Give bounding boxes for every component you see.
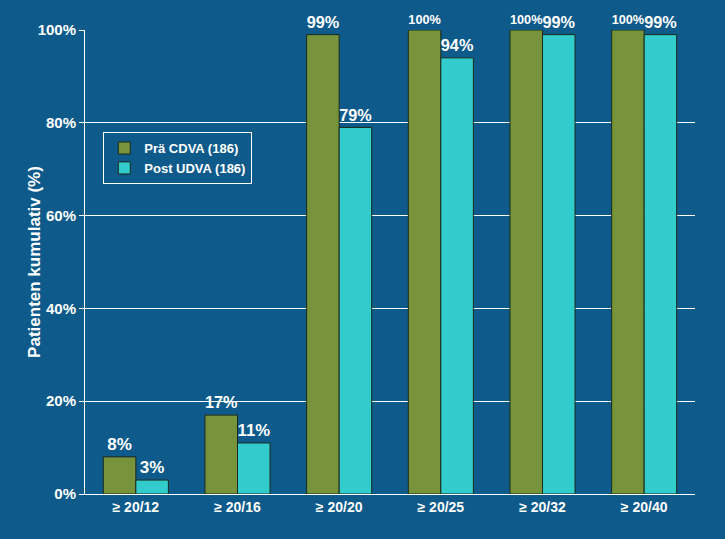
svg-text:11%: 11% xyxy=(238,421,271,440)
svg-text:Prä CDVA (186): Prä CDVA (186) xyxy=(144,141,238,156)
svg-text:99%: 99% xyxy=(542,13,575,31)
svg-text:99%: 99% xyxy=(307,13,340,31)
svg-text:0%: 0% xyxy=(54,485,76,502)
svg-text:99%: 99% xyxy=(644,13,677,31)
svg-text:20%: 20% xyxy=(46,392,76,409)
svg-text:40%: 40% xyxy=(46,300,76,317)
svg-text:≥ 20/32: ≥ 20/32 xyxy=(519,499,566,515)
svg-text:79%: 79% xyxy=(339,106,372,124)
svg-text:80%: 80% xyxy=(46,114,76,131)
svg-text:60%: 60% xyxy=(46,207,76,224)
svg-text:94%: 94% xyxy=(441,36,474,54)
svg-text:Post UDVA (186): Post UDVA (186) xyxy=(144,161,245,176)
svg-text:≥ 20/16: ≥ 20/16 xyxy=(214,499,261,515)
svg-text:100%: 100% xyxy=(408,12,441,27)
svg-text:17%: 17% xyxy=(205,393,238,411)
svg-text:100%: 100% xyxy=(38,21,76,38)
svg-text:≥ 20/20: ≥ 20/20 xyxy=(316,499,363,515)
svg-text:100%: 100% xyxy=(612,12,645,27)
svg-text:≥ 20/12: ≥ 20/12 xyxy=(113,499,160,515)
svg-text:8%: 8% xyxy=(107,435,132,454)
svg-text:Patienten kumulativ (%): Patienten kumulativ (%) xyxy=(25,166,44,358)
svg-text:3%: 3% xyxy=(140,458,165,477)
svg-text:100%: 100% xyxy=(510,12,543,27)
svg-text:≥ 20/40: ≥ 20/40 xyxy=(621,499,668,515)
svg-text:≥ 20/25: ≥ 20/25 xyxy=(418,499,465,515)
